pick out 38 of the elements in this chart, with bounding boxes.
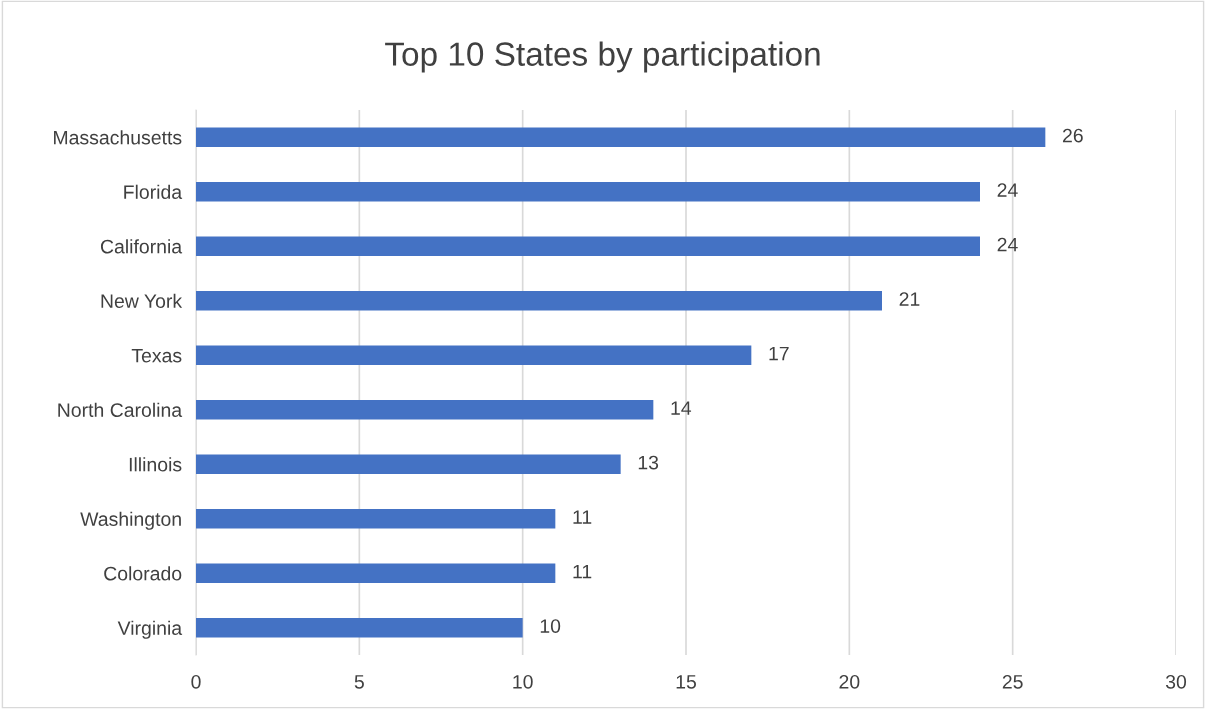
x-tick-label: 15 [676, 675, 696, 689]
bar [196, 236, 980, 257]
x-tick-label: 20 [839, 674, 860, 689]
x-tick-label: 5 [354, 675, 364, 689]
bar [196, 454, 621, 475]
y-tick-label: Washington [80, 511, 181, 530]
data-label: 11 [573, 510, 592, 524]
bar [196, 345, 752, 366]
bar [196, 181, 980, 202]
y-tick-label: Illinois [129, 457, 182, 472]
data-label: 24 [997, 237, 1018, 252]
x-tick-label: 30 [1165, 674, 1187, 689]
y-tick-label: Colorado [104, 566, 182, 581]
data-label: 24 [997, 183, 1018, 197]
y-tick-label: New York [101, 293, 183, 308]
y-tick-label: Texas [131, 348, 182, 363]
x-tick-label: 10 [513, 674, 533, 689]
data-label: 13 [638, 455, 659, 470]
bar [196, 508, 556, 529]
x-tick-label: 0 [191, 674, 201, 689]
bar [196, 617, 523, 638]
bar [196, 127, 1046, 148]
y-tick-label: Florida [124, 184, 183, 199]
bar [196, 399, 654, 420]
x-tick-label: 25 [1002, 674, 1023, 689]
y-tick-label: North Carolina [58, 402, 183, 417]
bar [196, 290, 882, 311]
data-label: 26 [1062, 128, 1083, 143]
data-label: 21 [899, 292, 920, 306]
y-tick-label: California [100, 239, 183, 254]
data-label: 14 [671, 401, 692, 415]
y-tick-label: Massachusetts [54, 130, 182, 145]
data-label: 11 [573, 564, 592, 579]
data-label: 10 [540, 619, 561, 633]
bar [196, 563, 556, 584]
data-label: 17 [769, 346, 789, 361]
y-tick-label: Virginia [117, 620, 183, 639]
chart-title: Top 10 States by participation [385, 41, 820, 73]
